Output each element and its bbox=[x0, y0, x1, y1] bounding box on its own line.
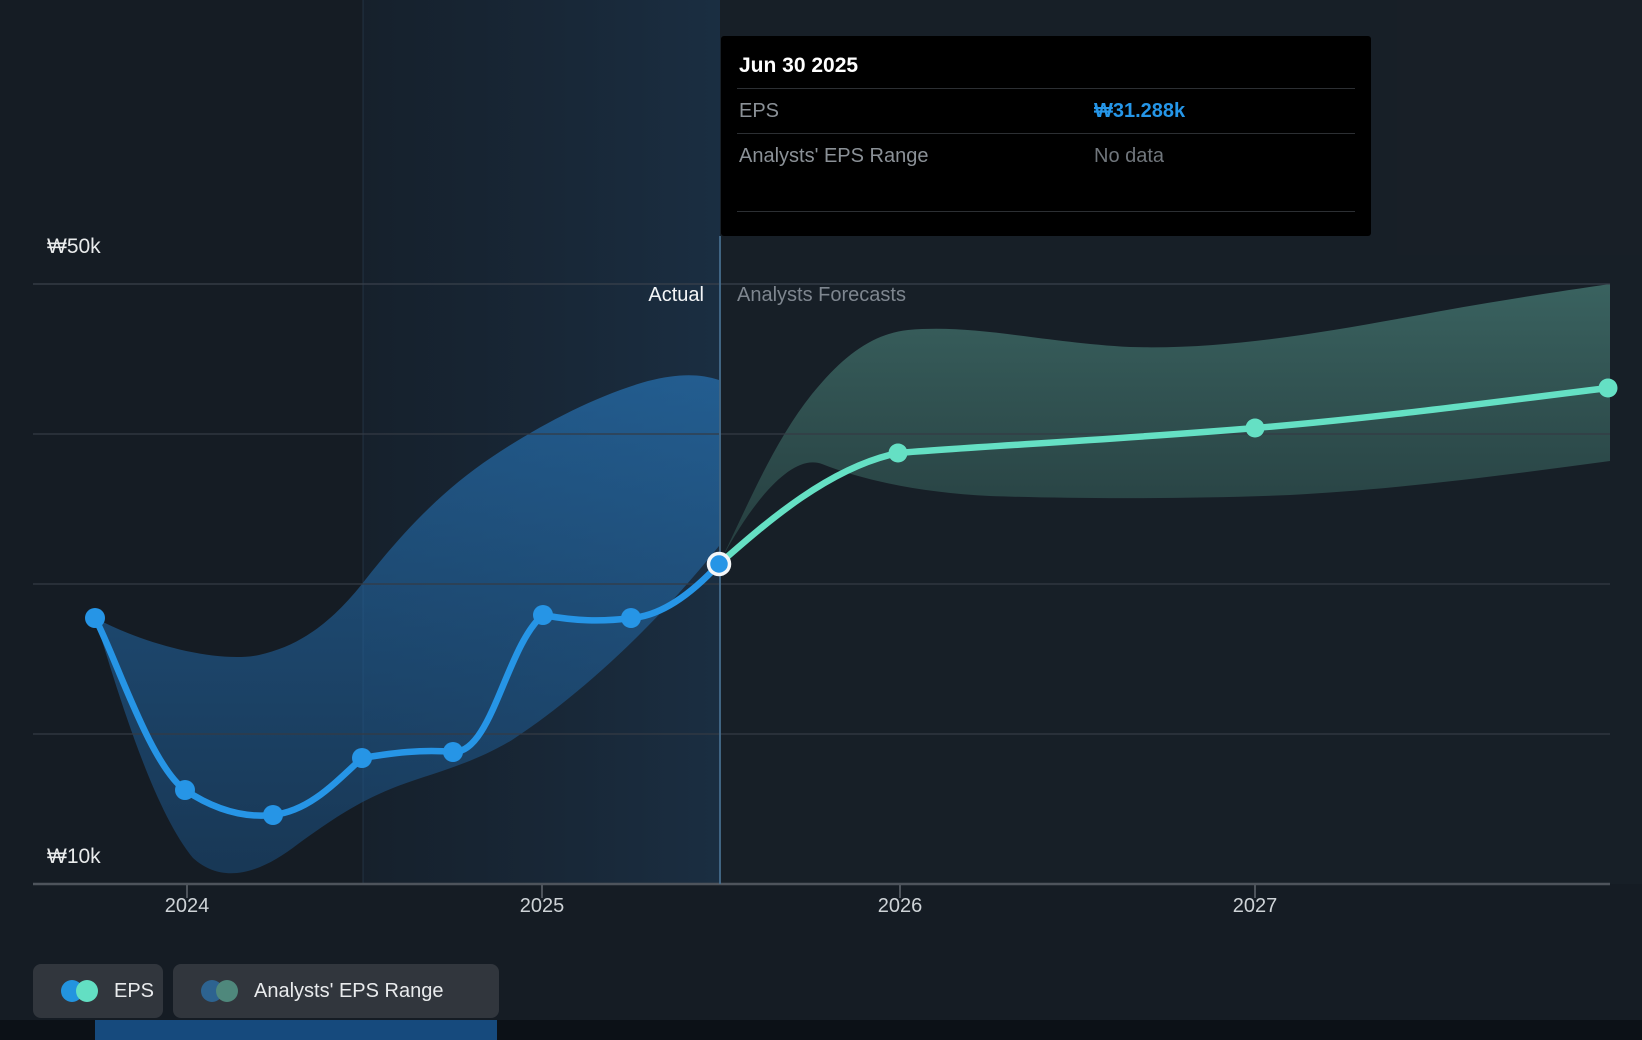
circle-shape bbox=[263, 805, 283, 825]
tooltip-row-range: Analysts' EPS Range No data bbox=[737, 134, 1355, 178]
y-axis-label-10k: ₩10k bbox=[47, 845, 101, 868]
circle-shape bbox=[533, 605, 553, 625]
x-axis-label-2027: 2027 bbox=[1232, 895, 1278, 917]
legend-range-label: Analysts' EPS Range bbox=[254, 979, 444, 1002]
tooltip-row-eps: EPS ₩31.288k bbox=[737, 89, 1355, 133]
actual-range-band bbox=[95, 375, 719, 874]
legend-item-analysts-eps-range[interactable]: Analysts' EPS Range bbox=[173, 964, 499, 1018]
tooltip-range-value: No data bbox=[1094, 144, 1165, 167]
circle-shape bbox=[85, 608, 105, 628]
tooltip-date: Jun 30 2025 bbox=[739, 54, 859, 77]
range-legend-dots-icon bbox=[201, 980, 238, 1002]
circle-shape bbox=[1245, 418, 1265, 438]
circle-shape bbox=[888, 443, 908, 463]
forecast-range-band bbox=[719, 284, 1610, 564]
selected-point-jun-30-2025 bbox=[706, 551, 732, 577]
x-axis-label-2026: 2026 bbox=[877, 895, 923, 917]
legend-eps-label: EPS bbox=[114, 979, 155, 1002]
circle-shape bbox=[443, 742, 463, 762]
bottom-scrollbar-thumb[interactable] bbox=[95, 1020, 497, 1040]
eps-forecast-line bbox=[715, 384, 1612, 568]
tooltip-divider bbox=[737, 88, 1355, 89]
tooltip: Jun 30 2025 EPS ₩31.288k Analysts' EPS R… bbox=[721, 36, 1371, 236]
tooltip-divider bbox=[737, 133, 1355, 134]
legend-item-eps[interactable]: EPS bbox=[33, 964, 163, 1018]
bottom-scrollbar-track[interactable] bbox=[0, 1020, 1642, 1040]
analysts-forecasts-label: Analysts Forecasts bbox=[737, 284, 906, 306]
circle-shape bbox=[175, 780, 195, 800]
circle-shape bbox=[352, 748, 372, 768]
x-axis-label-2024: 2024 bbox=[164, 895, 210, 917]
tooltip-range-label: Analysts' EPS Range bbox=[739, 144, 929, 167]
x-axis-label-2025: 2025 bbox=[519, 895, 565, 917]
legend: EPS Analysts' EPS Range bbox=[0, 964, 1642, 1018]
tooltip-eps-value: ₩31.288k bbox=[1094, 99, 1186, 122]
tooltip-eps-label: EPS bbox=[739, 99, 780, 122]
eps-legend-dots-icon bbox=[61, 980, 98, 1002]
y-axis-label-50k: ₩50k bbox=[47, 235, 101, 258]
circle-shape bbox=[1598, 378, 1618, 398]
tooltip-divider bbox=[737, 211, 1355, 212]
actual-label: Actual bbox=[648, 284, 704, 306]
circle-shape bbox=[621, 608, 641, 628]
